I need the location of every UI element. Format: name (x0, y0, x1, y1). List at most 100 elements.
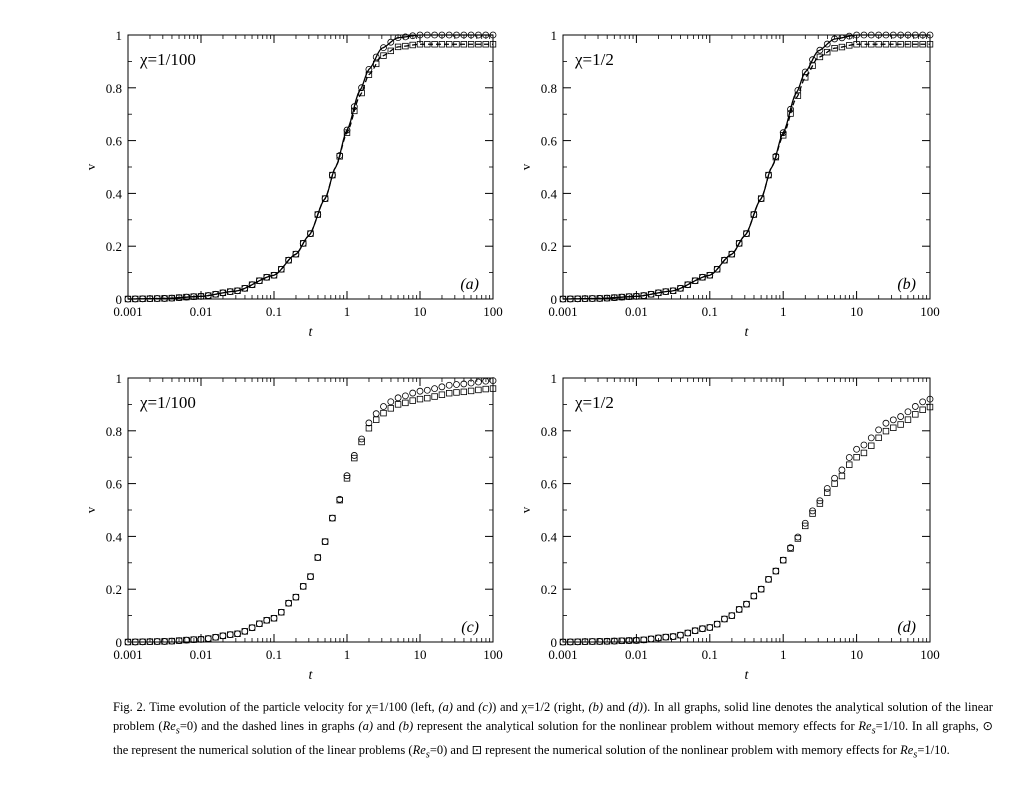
y-axis-label: v (83, 506, 98, 513)
numerical-nonlinear-marker (453, 389, 460, 396)
numerical-nonlinear-marker (787, 545, 794, 552)
numerical-nonlinear-marker (475, 41, 482, 48)
numerical-nonlinear-marker (336, 496, 343, 504)
numerical-nonlinear-marker (655, 634, 662, 642)
x-tick-label: 10 (414, 304, 427, 319)
numerical-linear-marker (669, 633, 677, 640)
y-tick-label: 0 (551, 292, 558, 307)
y-tick-label: 0.2 (106, 582, 122, 597)
numerical-linear-marker (706, 624, 714, 631)
y-tick-label: 0.4 (106, 186, 123, 201)
analytical-linear-line (127, 34, 493, 300)
numerical-nonlinear-marker (372, 60, 380, 68)
numerical-nonlinear-marker (358, 89, 365, 97)
numerical-nonlinear-marker (838, 43, 846, 51)
numerical-linear-marker (853, 445, 860, 453)
numerical-linear-marker (794, 533, 802, 541)
numerical-nonlinear-marker (809, 510, 816, 517)
numerical-nonlinear-marker (559, 295, 567, 303)
numerical-nonlinear-marker (721, 615, 728, 623)
x-tick-label: 100 (920, 647, 940, 662)
numerical-linear-marker (838, 466, 846, 474)
numerical-nonlinear-marker (445, 41, 453, 48)
y-tick-label: 0 (116, 635, 123, 650)
numerical-nonlinear-marker (226, 631, 234, 638)
numerical-nonlinear-marker (248, 281, 256, 288)
numerical-linear-marker (409, 32, 417, 40)
numerical-nonlinear-marker (831, 480, 838, 487)
numerical-nonlinear-marker (183, 293, 190, 301)
numerical-nonlinear-marker (168, 294, 175, 302)
numerical-linear-marker (380, 44, 387, 52)
numerical-linear-marker (677, 631, 684, 639)
plot-frame (127, 377, 494, 643)
numerical-linear-marker (911, 403, 919, 410)
numerical-linear-marker (314, 554, 322, 561)
numerical-linear-marker (409, 389, 417, 397)
numerical-linear-marker (743, 600, 750, 608)
numerical-linear-marker (750, 592, 758, 600)
numerical-linear-marker (618, 637, 626, 645)
numerical-nonlinear-marker (677, 631, 684, 639)
numerical-nonlinear-marker (460, 388, 467, 396)
numerical-linear-marker (860, 31, 868, 39)
numerical-nonlinear-marker (875, 41, 882, 48)
numerical-nonlinear-marker (394, 43, 402, 51)
numerical-nonlinear-marker (647, 291, 655, 298)
y-tick-label: 0.6 (541, 477, 558, 492)
numerical-nonlinear-marker (365, 71, 373, 78)
numerical-nonlinear-marker (721, 257, 728, 264)
numerical-linear-marker (387, 38, 395, 46)
x-axis-label: t (309, 668, 314, 683)
numerical-nonlinear-marker (219, 632, 227, 640)
chi-label: χ=1/100 (139, 393, 196, 412)
numerical-nonlinear-marker (489, 41, 497, 48)
numerical-linear-marker (416, 387, 424, 395)
numerical-nonlinear-marker (618, 637, 625, 644)
x-tick-label: 0.01 (625, 304, 648, 319)
numerical-nonlinear-marker (336, 153, 343, 160)
numerical-nonlinear-marker (387, 405, 394, 412)
numerical-linear-marker (482, 377, 490, 385)
numerical-linear-marker (853, 31, 860, 39)
numerical-nonlinear-marker (482, 385, 489, 393)
numerical-nonlinear-marker (596, 638, 603, 645)
numerical-nonlinear-marker (662, 633, 669, 641)
numerical-nonlinear-marker (706, 624, 713, 631)
numerical-nonlinear-marker (402, 399, 409, 407)
numerical-nonlinear-marker (897, 421, 904, 428)
x-tick-label: 0.001 (548, 647, 577, 662)
numerical-linear-marker (772, 567, 780, 575)
x-axis-label: t (745, 325, 750, 340)
panel-a: 0.001 0.01 0.1 1 10 100 0 0.2 0.4 0.6 0.8 1 t v χ=1/10… (83, 28, 503, 340)
numerical-nonlinear-marker (868, 41, 875, 48)
numerical-nonlinear-marker (248, 624, 256, 631)
numerical-nonlinear-marker (124, 295, 132, 303)
x-tick-label: 0.001 (113, 304, 142, 319)
x-tick-label: 100 (483, 304, 503, 319)
numerical-nonlinear-marker (816, 53, 824, 61)
panel-label: (a) (460, 276, 479, 293)
numerical-linear-marker (794, 86, 802, 94)
numerical-linear-marker (875, 31, 883, 39)
numerical-nonlinear-marker (618, 293, 625, 301)
numerical-linear-marker (882, 419, 890, 427)
numerical-nonlinear-marker (728, 612, 736, 619)
numerical-linear-marker (380, 403, 387, 410)
numerical-linear-marker (904, 408, 912, 416)
numerical-nonlinear-marker (329, 514, 336, 522)
numerical-linear-marker (647, 635, 655, 643)
numerical-nonlinear-marker (205, 635, 212, 642)
numerical-nonlinear-marker (669, 633, 677, 640)
numerical-linear-marker (691, 627, 699, 635)
numerical-linear-marker (596, 638, 604, 645)
numerical-linear-marker (416, 31, 424, 39)
numerical-nonlinear-marker (321, 538, 329, 545)
y-tick-label: 0.2 (106, 239, 122, 254)
numerical-nonlinear-marker (314, 211, 321, 218)
numerical-nonlinear-marker (838, 472, 846, 480)
numerical-nonlinear-marker (581, 638, 589, 645)
numerical-nonlinear-marker (640, 292, 647, 299)
numerical-nonlinear-marker (278, 266, 285, 273)
numerical-nonlinear-marker (307, 230, 314, 237)
